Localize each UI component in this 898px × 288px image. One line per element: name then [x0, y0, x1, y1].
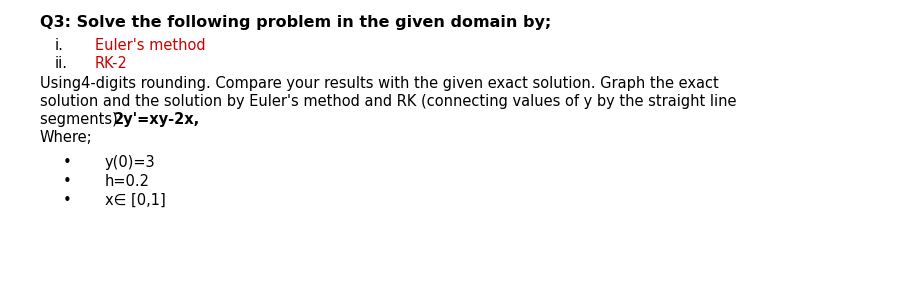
Text: segments):: segments): [40, 112, 128, 127]
Text: Q3: Solve the following problem in the given domain by;: Q3: Solve the following problem in the g… [40, 15, 551, 30]
Text: RK-2: RK-2 [95, 56, 128, 71]
Text: x∈ [0,1]: x∈ [0,1] [105, 193, 166, 208]
Text: ii.: ii. [55, 56, 68, 71]
Text: •: • [63, 155, 72, 170]
Text: y(0)=3: y(0)=3 [105, 155, 155, 170]
Text: 2y'=xy-2x,: 2y'=xy-2x, [114, 112, 200, 127]
Text: •: • [63, 193, 72, 208]
Text: h=0.2: h=0.2 [105, 174, 150, 189]
Text: Euler's method: Euler's method [95, 38, 206, 53]
Text: i.: i. [55, 38, 64, 53]
Text: solution and the solution by Euler's method and RK (connecting values of y by th: solution and the solution by Euler's met… [40, 94, 736, 109]
Text: •: • [63, 174, 72, 189]
Text: Where;: Where; [40, 130, 92, 145]
Text: Using4-digits rounding. Compare your results with the given exact solution. Grap: Using4-digits rounding. Compare your res… [40, 76, 718, 91]
